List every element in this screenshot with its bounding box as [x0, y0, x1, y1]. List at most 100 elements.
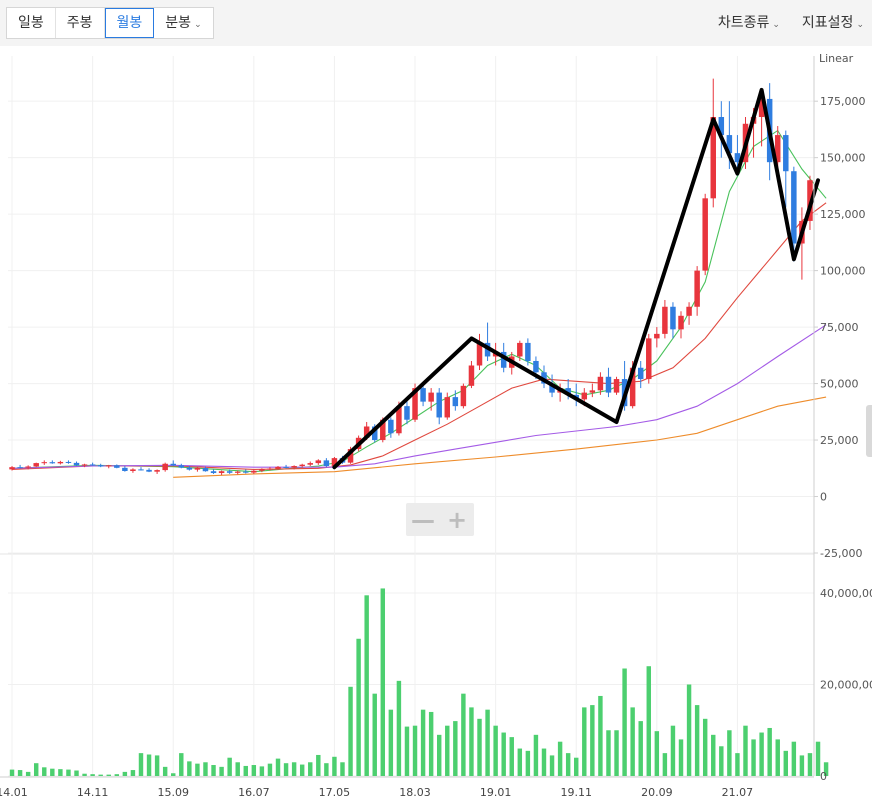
volume-bar — [259, 766, 265, 776]
candle-body — [774, 135, 781, 163]
candle-body — [291, 466, 297, 468]
volume-bar — [606, 730, 611, 776]
volume-bar — [557, 741, 563, 776]
candle-body — [581, 392, 588, 400]
volume-bar — [614, 730, 619, 776]
candle-body — [637, 367, 644, 380]
chart-type-dropdown[interactable]: 차트종류 ⌄ — [718, 12, 780, 32]
volume-bar — [42, 767, 47, 776]
candle-body — [41, 462, 48, 464]
volume-bar — [283, 763, 289, 776]
candle-body — [25, 466, 31, 468]
candle-body — [275, 466, 281, 469]
chevron-down-icon: ⌄ — [194, 20, 202, 30]
candle-body — [226, 471, 233, 473]
volume-bar — [525, 750, 531, 776]
price-volume-chart[interactable]: Linear -25,000 0 25,000 50,000 75,000 100,000 1… — [0, 46, 872, 810]
volume-bar — [154, 755, 160, 776]
candle-body — [146, 469, 152, 472]
volume-bar — [509, 737, 514, 776]
candle-body — [500, 351, 507, 368]
candle-body — [57, 461, 64, 464]
volume-bar — [517, 748, 523, 776]
volume-bar — [203, 762, 208, 776]
volume-bar — [25, 771, 31, 776]
price-tick-label: 125,000 — [820, 208, 866, 221]
indicator-settings-dropdown[interactable]: 지표설정 ⌄ — [802, 12, 864, 32]
candle-body — [444, 397, 451, 418]
candle-body — [791, 171, 797, 244]
volume-bar — [453, 721, 458, 776]
zoom-out-button[interactable]: — — [411, 505, 435, 534]
candle-body — [678, 315, 684, 330]
volume-bar — [122, 771, 128, 776]
period-monthly-button[interactable]: 월봉 — [104, 8, 155, 38]
candle-body — [33, 463, 39, 467]
volume-bar — [565, 753, 571, 776]
period-minute-button[interactable]: 분봉 ⌄ — [154, 8, 212, 38]
price-tick-label: 175,000 — [820, 95, 866, 108]
volume-bar — [275, 758, 281, 776]
candle-body — [710, 116, 716, 199]
volume-bar — [493, 725, 498, 776]
x-tick-label: 16.07 — [238, 786, 270, 799]
candle-body — [122, 467, 128, 471]
zoom-in-button[interactable]: + — [446, 505, 468, 534]
candle-body — [589, 390, 596, 393]
candle-body — [65, 461, 72, 463]
volume-bar — [219, 766, 224, 776]
candle-body — [686, 306, 692, 316]
candle-body — [726, 135, 733, 154]
volume-bar — [662, 753, 668, 776]
x-tick-label: 17.05 — [319, 786, 351, 799]
candle-body — [323, 460, 330, 467]
moving-average-ma120 — [173, 396, 827, 478]
candle-body — [525, 342, 531, 361]
volume-bar — [420, 709, 426, 776]
volume-bar — [187, 761, 192, 776]
candle-body — [17, 467, 23, 469]
period-weekly-button[interactable]: 주봉 — [56, 8, 105, 38]
volume-bar — [66, 769, 71, 776]
trend-line — [332, 87, 820, 470]
volume-bar — [582, 707, 587, 776]
candle-body — [605, 376, 612, 393]
price-tick-label: -25,000 — [820, 547, 862, 560]
volume-bar — [590, 705, 595, 776]
candle-body — [210, 471, 217, 474]
candle-body — [670, 306, 676, 330]
volume-bar — [179, 753, 184, 776]
period-daily-button[interactable]: 일봉 — [7, 8, 56, 38]
volume-bar — [743, 725, 748, 776]
candle-body — [380, 419, 386, 441]
candle-body — [130, 469, 136, 471]
volume-bar — [799, 755, 805, 776]
scroll-handle[interactable] — [866, 405, 872, 457]
candle-body — [476, 342, 483, 366]
candle-body — [106, 465, 112, 467]
candle-body — [758, 98, 765, 117]
volume-bar — [74, 770, 79, 776]
candle-body — [251, 470, 257, 473]
candle-body — [89, 464, 96, 466]
volume-bar — [82, 773, 87, 776]
volume-bar — [9, 769, 15, 776]
candle-body — [396, 406, 402, 434]
candle-body — [452, 397, 459, 407]
period-selector: 일봉 주봉 월봉 분봉 ⌄ — [6, 7, 214, 39]
candle-body — [267, 468, 273, 470]
candle-body — [694, 270, 700, 307]
volume-bar — [404, 726, 410, 776]
x-tick-label: 15.09 — [157, 786, 189, 799]
volume-tick-label: 40,000,000 — [820, 587, 872, 600]
candle-body — [549, 383, 555, 393]
candle-body — [533, 360, 539, 373]
volume-bar — [324, 763, 329, 776]
candle-body — [371, 426, 378, 441]
volume-bar — [396, 680, 402, 776]
candle-body — [388, 419, 394, 434]
x-tick-label: 20.09 — [641, 786, 673, 799]
volume-bar — [735, 753, 740, 776]
volume-bar — [114, 774, 120, 776]
drawn-trend-line — [332, 87, 820, 470]
